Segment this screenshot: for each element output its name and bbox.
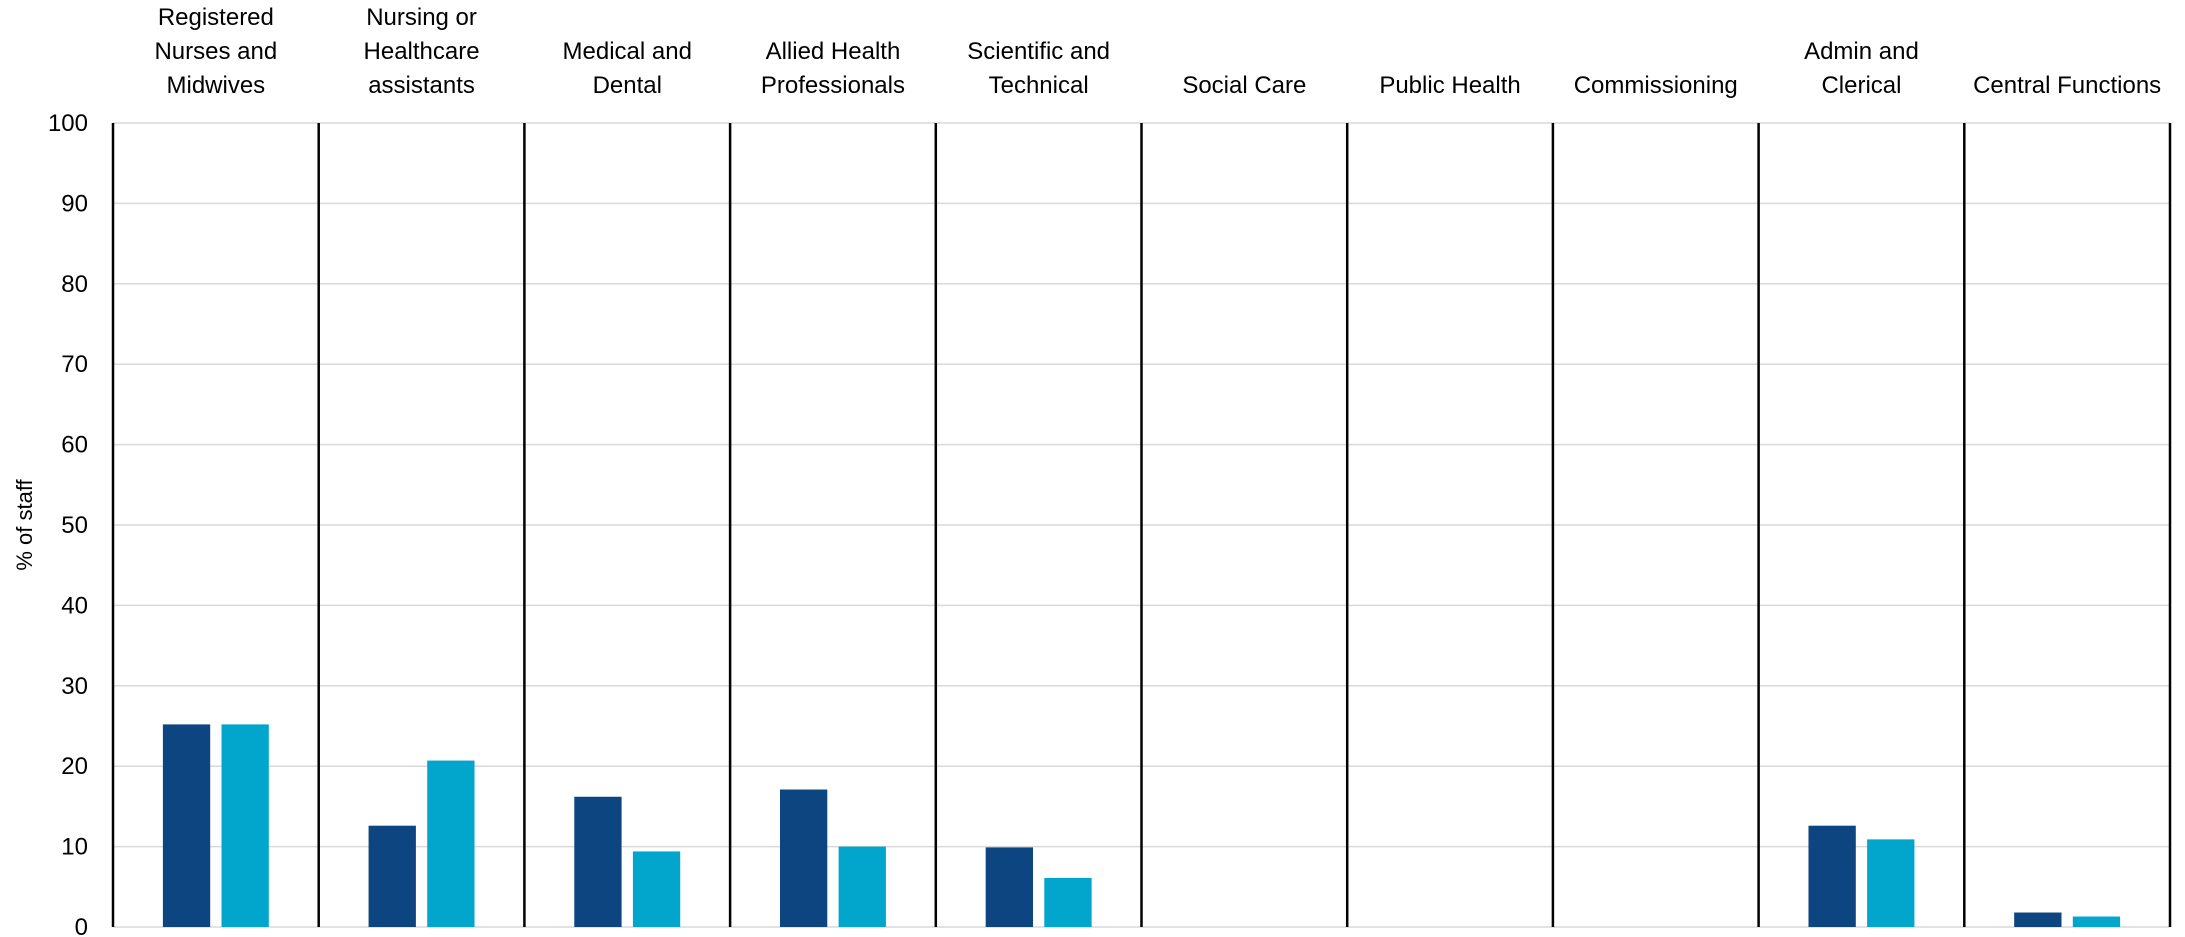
y-tick-label: 80 [61, 271, 88, 298]
bars [162, 724, 2121, 927]
y-tick-label: 0 [75, 914, 88, 937]
category-label: Central Functions [1973, 72, 2161, 99]
y-tick-label: 10 [61, 834, 88, 861]
bar [1867, 839, 1915, 927]
category-label: Allied Health Professionals [761, 38, 905, 99]
y-tick-label: 50 [61, 512, 88, 539]
category-label: Scientific and Technical [967, 38, 1110, 99]
bar [2072, 916, 2121, 927]
category-label: Public Health [1379, 72, 1520, 99]
y-tick-label: 90 [61, 190, 88, 217]
bar [368, 825, 416, 927]
bar [2014, 912, 2062, 927]
y-tick-label: 30 [61, 673, 88, 700]
bar [838, 846, 886, 927]
bar [779, 789, 828, 927]
y-tick-label: 40 [61, 592, 88, 619]
y-tick-label: 70 [61, 351, 88, 378]
category-label: Nursing or Healthcare assistants [364, 4, 480, 99]
y-tick-label: 60 [61, 432, 88, 459]
bar [574, 796, 622, 927]
category-label: Registered Nurses and Midwives [154, 4, 277, 99]
category-label: Admin and Clerical [1804, 38, 1919, 99]
bar [1044, 877, 1092, 927]
bar [162, 724, 211, 927]
y-tick-label: 100 [48, 110, 88, 137]
category-labels: Registered Nurses and Midwives Nursing or He… [154, 4, 2161, 99]
category-label: Commissioning [1574, 72, 1738, 99]
y-axis-ticks: 0 10 20 30 40 50 60 70 80 90 100 [48, 110, 88, 937]
y-axis-title: % of staff [12, 478, 37, 570]
category-separators [111, 123, 2172, 927]
category-label: Social Care [1182, 72, 1306, 99]
bar [985, 847, 1033, 927]
bar [221, 724, 269, 927]
y-tick-label: 20 [61, 753, 88, 780]
bar [427, 760, 475, 927]
bar [1808, 825, 1856, 927]
bar [632, 851, 681, 927]
category-label: Medical and Dental [563, 38, 692, 99]
